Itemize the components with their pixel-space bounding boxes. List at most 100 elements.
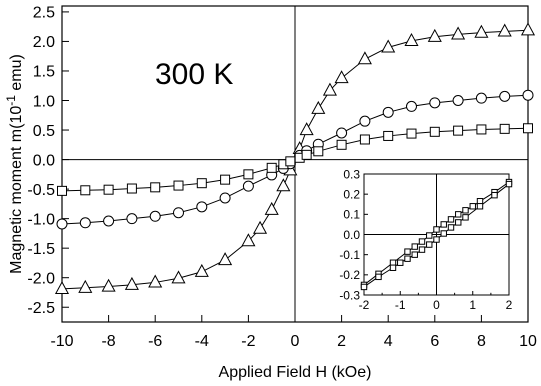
x-tick-label: 2 [506,298,513,312]
y-tick-label: 1.5 [33,64,55,81]
data-point-square [455,219,462,226]
data-point-square [383,130,394,141]
data-point-circle [499,90,511,102]
data-point-triangle [218,252,233,266]
inset-reference-lines [364,174,509,295]
data-point-square [126,183,137,194]
data-point-square [447,224,455,231]
data-point-square [426,232,433,239]
y-tick-label: 0.2 [343,187,360,201]
data-point-circle [173,207,184,219]
data-point-triangle [101,278,116,292]
data-point-circle [126,213,138,225]
series-line-square-0 [363,181,510,286]
x-tick-label: 2 [337,333,346,350]
data-point-triangle [194,263,209,277]
data-point-circle [359,115,371,127]
data-point-square [336,139,347,150]
data-point-square [150,182,161,193]
y-tick-label: -0.5 [27,182,55,199]
data-point-square [418,246,426,253]
data-point-triangle [264,201,279,215]
y-tick-label: 0.3 [343,167,360,181]
y-axis-title-unit: emu) [8,54,25,95]
data-point-square [375,273,382,281]
y-tick-label: 1.0 [33,93,55,110]
data-point-square [440,221,447,228]
data-point-square [80,185,91,196]
data-point-square [360,283,368,291]
data-point-square [103,184,114,195]
x-tick-label: -2 [359,298,370,312]
inset-series-group [360,178,513,291]
y-tick-label: -2.0 [27,270,55,287]
x-tick-label: 6 [430,333,439,350]
y-tick-label: 0.0 [343,228,360,242]
series-line-square-1 [363,183,510,288]
data-point-triangle [241,233,256,247]
x-tick-label: 4 [384,333,393,350]
data-point-triangle [171,270,186,284]
data-point-square [453,125,464,136]
data-point-circle [429,97,441,109]
data-point-square [173,180,184,191]
data-point-square [433,226,440,233]
data-point-triangle [253,220,268,234]
y-tick-label: -0.2 [339,268,360,282]
data-point-circle [103,215,115,227]
y-tick-label: 0.0 [33,152,55,169]
y-tick-label: 2.5 [33,5,55,22]
data-point-square [313,146,324,157]
data-point-square [429,126,440,137]
x-tick-label: -10 [50,333,73,350]
data-point-circle [452,95,464,107]
data-point-circle [336,127,348,139]
data-point-triangle [276,178,291,192]
data-point-square [476,124,487,135]
x-tick-label: 0 [433,298,440,312]
data-point-square [462,214,469,221]
y-axis-title-main: Magnetic moment m(10 [8,106,25,274]
y-axis-title: Magnetic moment m(10-1 emu) [4,54,25,274]
x-tick-label: 10 [519,333,537,350]
y-tick-label: -0.1 [339,248,360,262]
data-point-triangle [124,276,139,290]
x-tick-label: -1 [395,298,406,312]
data-point-square [447,216,455,223]
y-tick-label: 2.0 [33,34,55,51]
data-point-square [301,149,312,160]
data-point-square [440,230,447,237]
data-point-triangle [427,28,442,42]
data-point-circle [242,180,254,192]
data-point-square [499,123,510,134]
y-tick-label: -1.5 [27,241,55,258]
data-point-square [491,191,498,199]
data-point-square [389,264,397,271]
data-point-triangle [451,26,466,40]
data-point-square [418,238,426,245]
data-point-triangle [311,100,326,114]
data-point-triangle [404,32,419,46]
y-tick-label: -1.0 [27,211,55,228]
y-axis-title-exponent: -1 [4,95,18,106]
y-tick-label: -0.3 [339,288,360,302]
data-point-square [266,162,277,173]
data-point-triangle [148,274,163,288]
data-point-triangle [322,82,337,96]
inset-background [320,168,520,294]
data-point-square [397,259,404,266]
main-axis-ticks: -10 -8 -6 -4 -2 0 2 4 6 8 10-2.5-2.0-1.5-1.0-0.50.… [27,5,537,350]
data-point-square [411,251,418,258]
data-point-circle [382,106,394,118]
data-point-square [243,169,254,180]
inset-plot: -2 -1 0 1 2 -0.3 -0.2 -0.1 0.0 0.1 0.2 0.3 [320,167,520,312]
data-point-square [57,185,67,196]
data-point-square [505,180,513,188]
data-point-square [411,243,418,250]
x-tick-label: -4 [195,333,209,350]
y-tick-label: 0.1 [343,208,360,222]
data-point-square [196,178,207,189]
data-point-square [359,134,370,145]
